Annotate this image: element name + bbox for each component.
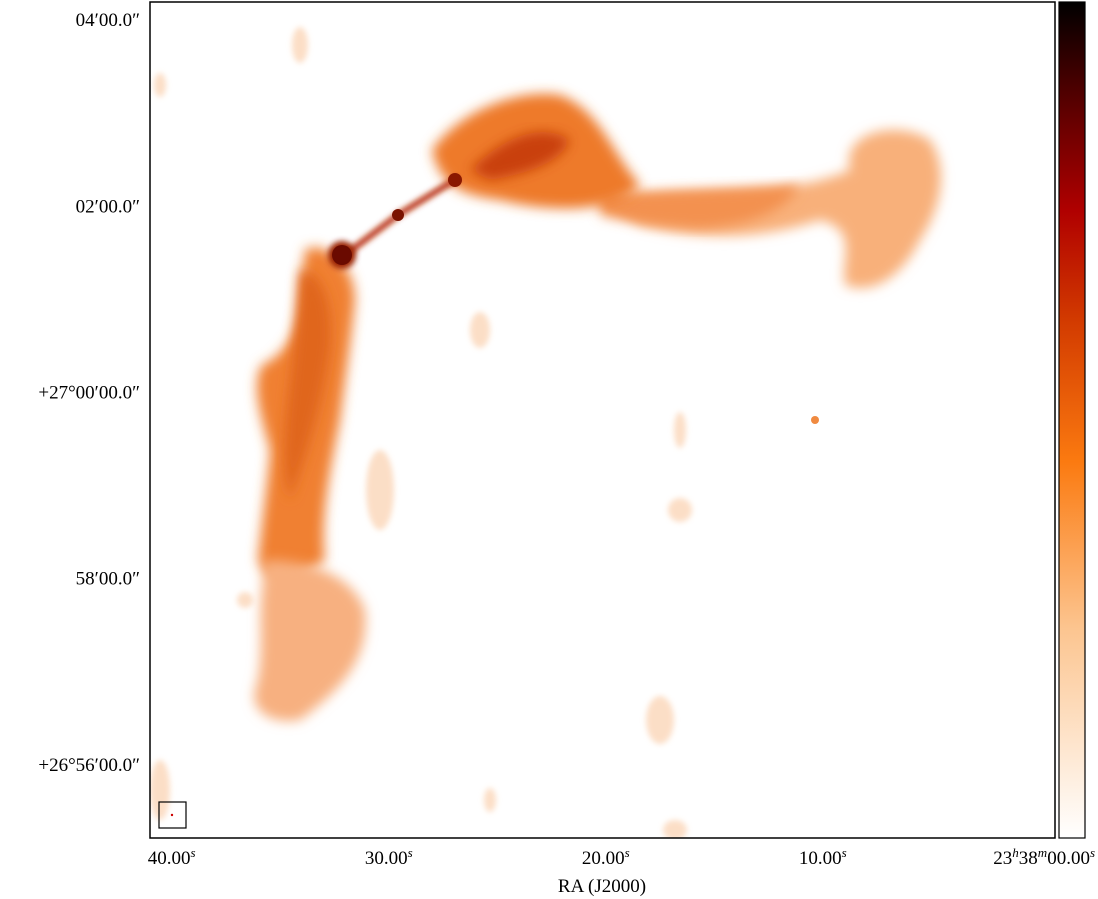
radio-image xyxy=(150,27,941,838)
tick-unit: h xyxy=(1012,845,1019,860)
tick-number: 00.00 xyxy=(1047,848,1090,869)
tick-number: 20.00 xyxy=(582,848,625,869)
x-tick-label: 40.00s xyxy=(148,845,196,869)
y-tick-label: 02′00.0″ xyxy=(76,196,140,217)
tick-number: 10.00 xyxy=(799,848,842,869)
tick-unit: m xyxy=(1038,845,1047,860)
beam xyxy=(170,813,174,817)
tick-unit: s xyxy=(1090,845,1095,860)
x-tick-label: 23h38m00.00s xyxy=(993,845,1095,869)
x-tick-label: 10.00s xyxy=(799,845,847,869)
x-tick-label: 20.00s xyxy=(582,845,630,869)
y-tick-label: +26°56′00.0″ xyxy=(38,755,140,776)
tick-unit: s xyxy=(842,845,847,860)
tick-number: 30.00 xyxy=(365,848,408,869)
beam-box xyxy=(158,801,187,829)
colorbar xyxy=(1058,1,1086,839)
x-axis-label: RA (J2000) xyxy=(558,876,646,897)
tick-number: 23 xyxy=(993,848,1012,869)
tick-unit: s xyxy=(408,845,413,860)
x-tick-label: 30.00s xyxy=(365,845,413,869)
y-tick-label: 04′00.0″ xyxy=(76,10,140,31)
tick-number: 40.00 xyxy=(148,848,191,869)
frame xyxy=(149,1,1056,839)
y-tick-label: +27°00′00.0″ xyxy=(38,382,140,403)
tick-unit: s xyxy=(625,845,630,860)
tick-unit: s xyxy=(191,845,196,860)
y-tick-label: 58′00.0″ xyxy=(76,568,140,589)
tick-number: 38 xyxy=(1019,848,1038,869)
